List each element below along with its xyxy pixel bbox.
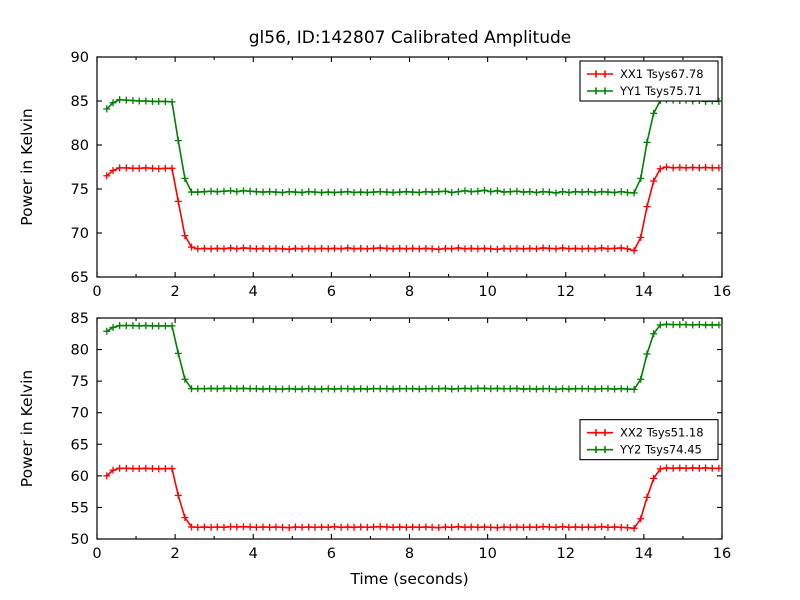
legend-label: XX1 Tsys67.78 [620, 67, 704, 81]
x-tick-label: 6 [327, 284, 336, 300]
x-tick-label: 0 [92, 284, 101, 300]
legend-bottom[interactable]: XX2 Tsys51.18 YY2 Tsys74.45 [579, 419, 719, 461]
x-tick-label: 8 [405, 284, 414, 300]
legend-label: XX2 Tsys51.18 [620, 426, 704, 440]
legend-box-bottom [579, 419, 719, 461]
x-tick-label: 14 [635, 546, 653, 562]
x-tick-label: 14 [635, 284, 653, 300]
y-tick-label: 55 [71, 500, 89, 516]
x-tick-label: 4 [249, 284, 258, 300]
series-markers-yy2 [103, 320, 723, 393]
legend-entry[interactable]: XX1 Tsys67.78 [587, 67, 704, 81]
legend-top[interactable]: XX1 Tsys67.78 YY1 Tsys75.71 [579, 60, 719, 102]
series-line-xx2 [105, 467, 720, 530]
y-tick-label: 85 [71, 311, 89, 327]
y-tick-label: 65 [71, 437, 89, 453]
y-tick-label: 60 [71, 469, 89, 485]
x-tick-label: 2 [171, 284, 180, 300]
series-markers-xx1 [103, 163, 723, 255]
series-line-yy1 [105, 98, 720, 194]
x-tick-label: 8 [405, 546, 414, 562]
legend-entry[interactable]: YY2 Tsys74.45 [587, 443, 702, 457]
y-tick-label: 75 [71, 374, 89, 390]
series-line-yy2 [105, 323, 720, 391]
legend-label: YY1 Tsys75.71 [619, 84, 702, 98]
x-tick-label: 16 [713, 284, 731, 300]
x-tick-label: 12 [557, 546, 575, 562]
y-tick-label: 80 [71, 138, 89, 154]
y-tick-label: 90 [71, 50, 89, 66]
x-axis-title: Time (seconds) [349, 570, 468, 588]
x-tick-label: 12 [557, 284, 575, 300]
x-tick-label: 10 [478, 546, 496, 562]
x-tick-label: 4 [249, 546, 258, 562]
y-tick-label: 50 [71, 532, 89, 548]
x-tick-label: 0 [92, 546, 101, 562]
y-tick-label: 65 [71, 270, 89, 286]
x-tick-label: 2 [171, 546, 180, 562]
legend-entry[interactable]: YY1 Tsys75.71 [587, 84, 702, 98]
legend-box-top [579, 60, 719, 102]
series-line-xx1 [105, 166, 720, 252]
y-tick-label: 75 [71, 182, 89, 198]
y-axis-title-top: Power in Kelvin [18, 108, 36, 225]
series-markers-xx2 [103, 464, 723, 532]
panel-bottom: 0 2 4 6 8 10 12 14 16 50 55 60 65 70 75 80 85 Power in Ke… [18, 311, 731, 588]
y-tick-label: 80 [71, 343, 89, 359]
y-tick-label: 85 [71, 94, 89, 110]
x-tick-label: 6 [327, 546, 336, 562]
panel-top: 0 2 4 6 8 10 12 14 16 65 70 75 80 85 90 Power in Kelvin… [18, 50, 731, 300]
x-tick-label: 10 [478, 284, 496, 300]
y-tick-label: 70 [71, 406, 89, 422]
series-markers-yy1 [103, 96, 723, 197]
x-tick-label: 16 [713, 546, 731, 562]
legend-entry[interactable]: XX2 Tsys51.18 [587, 426, 704, 440]
legend-label: YY2 Tsys74.45 [619, 443, 702, 457]
y-tick-label: 70 [71, 226, 89, 242]
figure-title: gl56, ID:142807 Calibrated Amplitude [249, 28, 571, 48]
y-axis-title-bottom: Power in Kelvin [18, 370, 36, 487]
